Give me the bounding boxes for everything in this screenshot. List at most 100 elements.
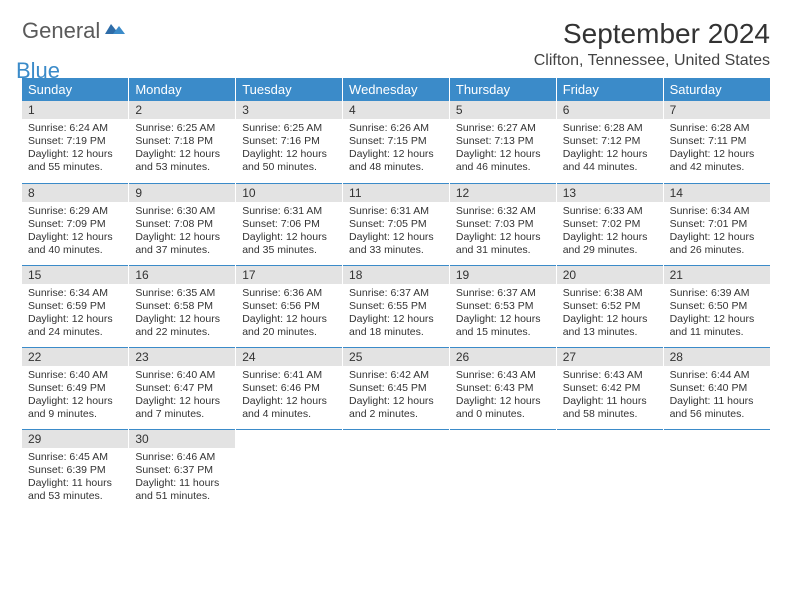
day-number: 26 (450, 348, 556, 366)
sunset-line: Sunset: 7:01 PM (670, 218, 764, 231)
day-number: 21 (664, 266, 770, 284)
day-details: Sunrise: 6:27 AMSunset: 7:13 PMDaylight:… (450, 119, 556, 179)
calendar-cell: 3Sunrise: 6:25 AMSunset: 7:16 PMDaylight… (236, 101, 343, 183)
day-details: Sunrise: 6:31 AMSunset: 7:06 PMDaylight:… (236, 202, 342, 262)
sunset-line: Sunset: 6:43 PM (456, 382, 550, 395)
sunset-line: Sunset: 7:02 PM (563, 218, 657, 231)
sunrise-line: Sunrise: 6:25 AM (242, 122, 336, 135)
sunset-line: Sunset: 7:05 PM (349, 218, 443, 231)
day-number: 2 (129, 101, 235, 119)
calendar-cell: 23Sunrise: 6:40 AMSunset: 6:47 PMDayligh… (129, 347, 236, 429)
day-details: Sunrise: 6:38 AMSunset: 6:52 PMDaylight:… (557, 284, 663, 344)
day-details: Sunrise: 6:33 AMSunset: 7:02 PMDaylight:… (557, 202, 663, 262)
calendar-cell: 12Sunrise: 6:32 AMSunset: 7:03 PMDayligh… (449, 183, 556, 265)
brand-word2: Blue (16, 58, 60, 83)
daylight-line: Daylight: 12 hours and 37 minutes. (135, 231, 229, 257)
calendar-cell: 10Sunrise: 6:31 AMSunset: 7:06 PMDayligh… (236, 183, 343, 265)
sunrise-line: Sunrise: 6:24 AM (28, 122, 122, 135)
daylight-line: Daylight: 12 hours and 48 minutes. (349, 148, 443, 174)
daylight-line: Daylight: 11 hours and 53 minutes. (28, 477, 122, 503)
calendar-cell: 17Sunrise: 6:36 AMSunset: 6:56 PMDayligh… (236, 265, 343, 347)
sunrise-line: Sunrise: 6:35 AM (135, 287, 229, 300)
sunrise-line: Sunrise: 6:25 AM (135, 122, 229, 135)
daylight-line: Daylight: 12 hours and 24 minutes. (28, 313, 122, 339)
sunrise-line: Sunrise: 6:37 AM (349, 287, 443, 300)
sunrise-line: Sunrise: 6:43 AM (563, 369, 657, 382)
day-number: 7 (664, 101, 770, 119)
day-details: Sunrise: 6:37 AMSunset: 6:55 PMDaylight:… (343, 284, 449, 344)
day-details: Sunrise: 6:32 AMSunset: 7:03 PMDaylight:… (450, 202, 556, 262)
weekday-header-row: Sunday Monday Tuesday Wednesday Thursday… (22, 78, 770, 101)
day-details: Sunrise: 6:44 AMSunset: 6:40 PMDaylight:… (664, 366, 770, 426)
calendar-cell: 25Sunrise: 6:42 AMSunset: 6:45 PMDayligh… (343, 347, 450, 429)
day-details: Sunrise: 6:34 AMSunset: 7:01 PMDaylight:… (664, 202, 770, 262)
calendar-cell (449, 429, 556, 511)
day-details: Sunrise: 6:37 AMSunset: 6:53 PMDaylight:… (450, 284, 556, 344)
calendar-cell (556, 429, 663, 511)
sunset-line: Sunset: 6:40 PM (670, 382, 764, 395)
day-number: 30 (129, 430, 235, 448)
sunset-line: Sunset: 6:37 PM (135, 464, 229, 477)
day-details: Sunrise: 6:36 AMSunset: 6:56 PMDaylight:… (236, 284, 342, 344)
sunrise-line: Sunrise: 6:40 AM (135, 369, 229, 382)
sunset-line: Sunset: 6:58 PM (135, 300, 229, 313)
sunrise-line: Sunrise: 6:34 AM (670, 205, 764, 218)
day-number: 5 (450, 101, 556, 119)
day-details: Sunrise: 6:42 AMSunset: 6:45 PMDaylight:… (343, 366, 449, 426)
calendar-week-row: 22Sunrise: 6:40 AMSunset: 6:49 PMDayligh… (22, 347, 770, 429)
day-number: 16 (129, 266, 235, 284)
sunset-line: Sunset: 6:46 PM (242, 382, 336, 395)
daylight-line: Daylight: 12 hours and 18 minutes. (349, 313, 443, 339)
calendar-cell: 21Sunrise: 6:39 AMSunset: 6:50 PMDayligh… (663, 265, 770, 347)
day-number: 4 (343, 101, 449, 119)
calendar-cell: 13Sunrise: 6:33 AMSunset: 7:02 PMDayligh… (556, 183, 663, 265)
header: General Blue September 2024 Clifton, Ten… (22, 18, 770, 70)
daylight-line: Daylight: 12 hours and 53 minutes. (135, 148, 229, 174)
daylight-line: Daylight: 12 hours and 44 minutes. (563, 148, 657, 174)
sunrise-line: Sunrise: 6:32 AM (456, 205, 550, 218)
calendar-week-row: 29Sunrise: 6:45 AMSunset: 6:39 PMDayligh… (22, 429, 770, 511)
day-details: Sunrise: 6:41 AMSunset: 6:46 PMDaylight:… (236, 366, 342, 426)
empty-cell (236, 430, 342, 448)
sunrise-line: Sunrise: 6:34 AM (28, 287, 122, 300)
sunset-line: Sunset: 7:18 PM (135, 135, 229, 148)
daylight-line: Daylight: 12 hours and 35 minutes. (242, 231, 336, 257)
sunset-line: Sunset: 7:06 PM (242, 218, 336, 231)
calendar-cell: 19Sunrise: 6:37 AMSunset: 6:53 PMDayligh… (449, 265, 556, 347)
sunset-line: Sunset: 6:55 PM (349, 300, 443, 313)
daylight-line: Daylight: 12 hours and 31 minutes. (456, 231, 550, 257)
sunrise-line: Sunrise: 6:29 AM (28, 205, 122, 218)
sunrise-line: Sunrise: 6:40 AM (28, 369, 122, 382)
brand-logo: General Blue (22, 18, 125, 70)
calendar-cell: 5Sunrise: 6:27 AMSunset: 7:13 PMDaylight… (449, 101, 556, 183)
calendar-week-row: 15Sunrise: 6:34 AMSunset: 6:59 PMDayligh… (22, 265, 770, 347)
daylight-line: Daylight: 12 hours and 20 minutes. (242, 313, 336, 339)
daylight-line: Daylight: 11 hours and 58 minutes. (563, 395, 657, 421)
day-details: Sunrise: 6:43 AMSunset: 6:43 PMDaylight:… (450, 366, 556, 426)
sunset-line: Sunset: 7:12 PM (563, 135, 657, 148)
sunrise-line: Sunrise: 6:38 AM (563, 287, 657, 300)
weekday-header: Wednesday (343, 78, 450, 101)
calendar-cell: 27Sunrise: 6:43 AMSunset: 6:42 PMDayligh… (556, 347, 663, 429)
day-number: 24 (236, 348, 342, 366)
daylight-line: Daylight: 12 hours and 46 minutes. (456, 148, 550, 174)
sunset-line: Sunset: 6:59 PM (28, 300, 122, 313)
sunrise-line: Sunrise: 6:31 AM (242, 205, 336, 218)
sunrise-line: Sunrise: 6:39 AM (670, 287, 764, 300)
daylight-line: Daylight: 12 hours and 22 minutes. (135, 313, 229, 339)
sunset-line: Sunset: 6:42 PM (563, 382, 657, 395)
day-details: Sunrise: 6:45 AMSunset: 6:39 PMDaylight:… (22, 448, 128, 508)
sunrise-line: Sunrise: 6:42 AM (349, 369, 443, 382)
weekday-header: Friday (556, 78, 663, 101)
calendar-cell: 6Sunrise: 6:28 AMSunset: 7:12 PMDaylight… (556, 101, 663, 183)
sunset-line: Sunset: 7:08 PM (135, 218, 229, 231)
sunrise-line: Sunrise: 6:28 AM (563, 122, 657, 135)
sunset-line: Sunset: 7:15 PM (349, 135, 443, 148)
sunset-line: Sunset: 6:56 PM (242, 300, 336, 313)
title-block: September 2024 Clifton, Tennessee, Unite… (534, 18, 770, 70)
day-details: Sunrise: 6:28 AMSunset: 7:11 PMDaylight:… (664, 119, 770, 179)
daylight-line: Daylight: 12 hours and 4 minutes. (242, 395, 336, 421)
calendar-cell: 2 Sunrise: 6:25 AMSunset: 7:18 PMDaylight… (129, 101, 236, 183)
day-number: 11 (343, 184, 449, 202)
daylight-line: Daylight: 12 hours and 26 minutes. (670, 231, 764, 257)
